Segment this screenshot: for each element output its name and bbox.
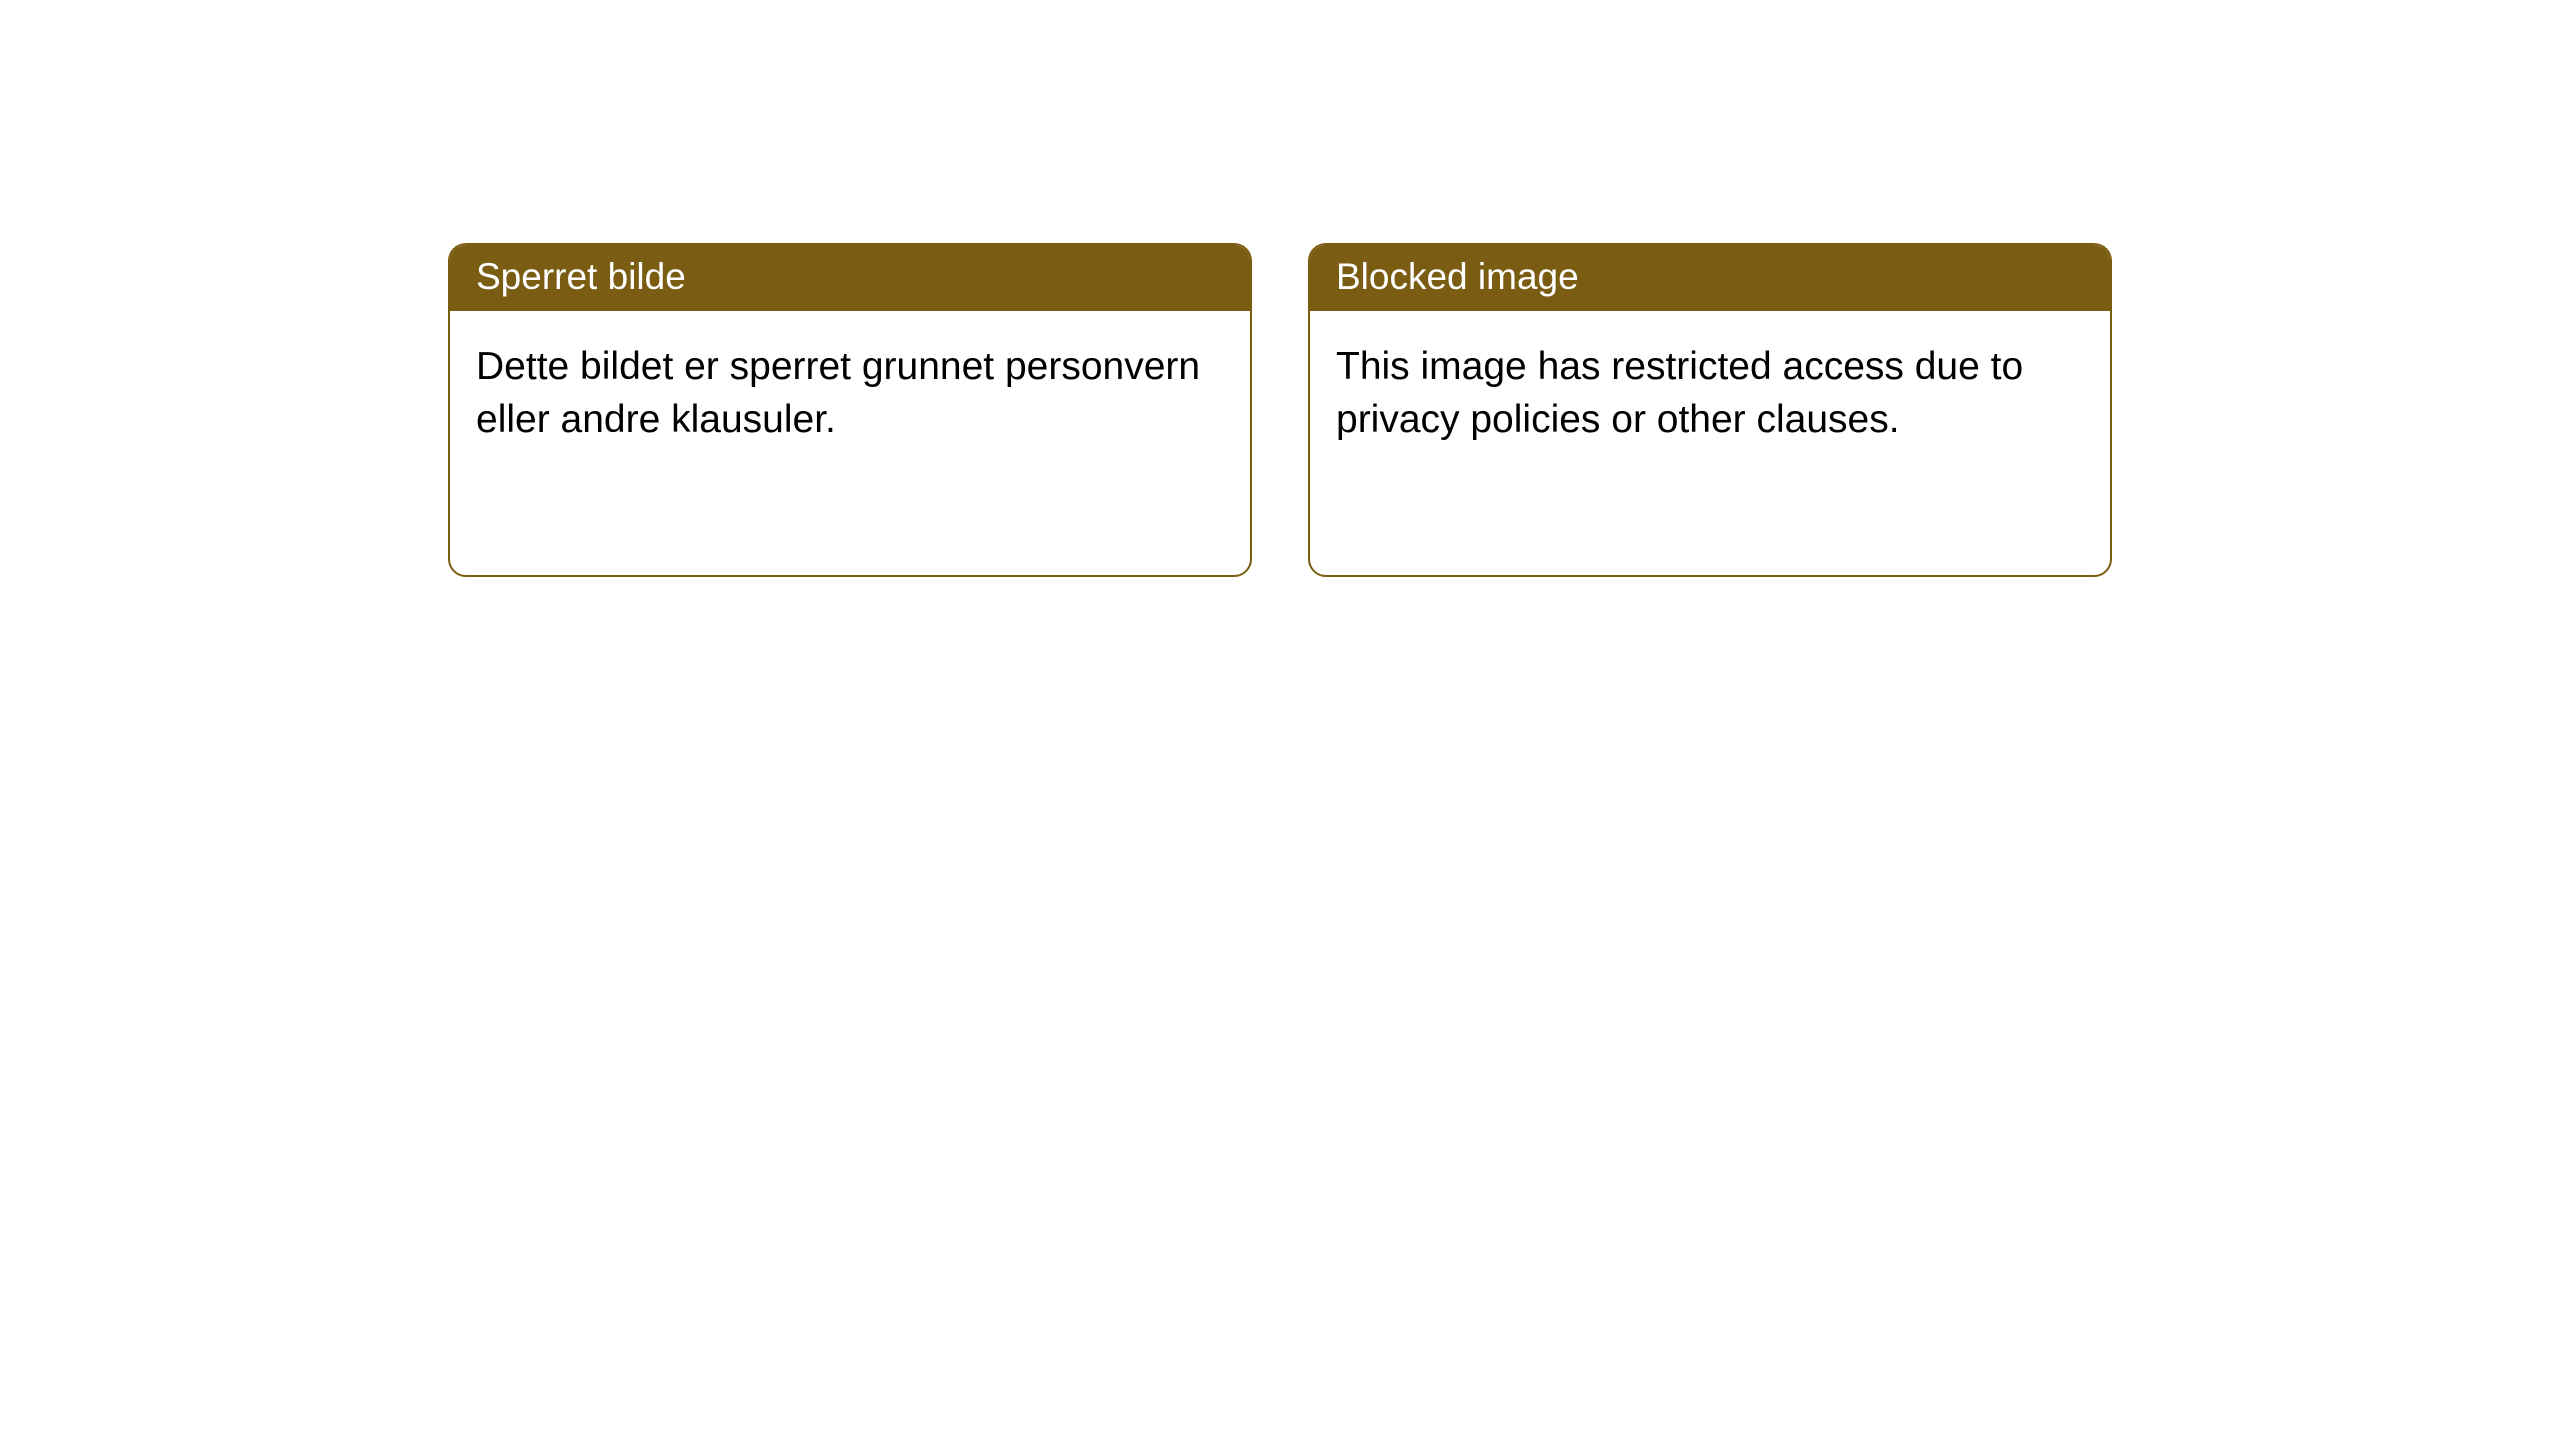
notice-card-english: Blocked image This image has restricted … <box>1308 243 2112 577</box>
notice-card-norwegian: Sperret bilde Dette bildet er sperret gr… <box>448 243 1252 577</box>
notice-container: Sperret bilde Dette bildet er sperret gr… <box>0 0 2560 577</box>
notice-title: Blocked image <box>1310 245 2110 311</box>
notice-body: This image has restricted access due to … <box>1310 311 2110 476</box>
notice-title: Sperret bilde <box>450 245 1250 311</box>
notice-body: Dette bildet er sperret grunnet personve… <box>450 311 1250 476</box>
